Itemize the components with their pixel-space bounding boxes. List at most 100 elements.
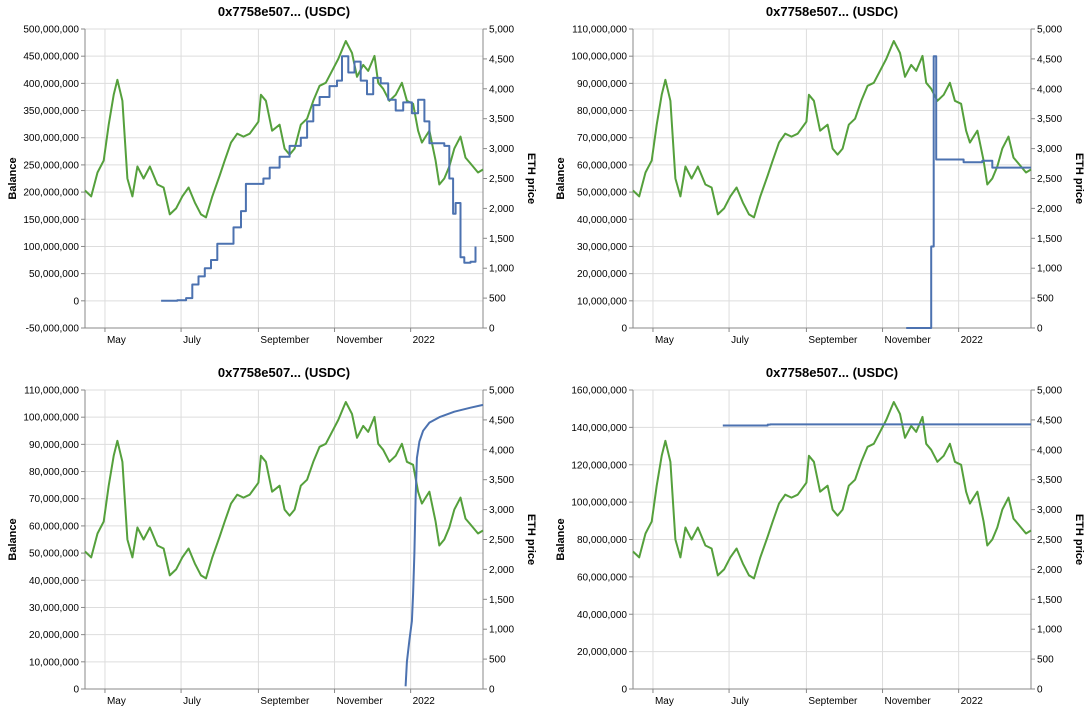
y-tick-label: 0 (73, 685, 79, 696)
y-tick-label: 30,000,000 (577, 242, 627, 253)
y2-tick-label: 1,500 (1037, 234, 1062, 245)
y2-tick-label: 5,000 (489, 25, 514, 36)
y2-tick-label: 4,000 (1037, 84, 1062, 95)
y-tick-label: 0 (73, 296, 79, 307)
y-tick-label: 70,000,000 (577, 133, 627, 144)
y-tick-label: 200,000,000 (23, 188, 79, 199)
chart-title: 0x7758e507... (USDC) (218, 365, 350, 380)
x-tick-label: September (808, 335, 858, 346)
eth-price-line (632, 40, 1032, 219)
y-tick-label: 60,000,000 (577, 160, 627, 171)
y2-axis-title: ETH price (525, 514, 537, 565)
y-axis-title: Balance (555, 518, 567, 560)
balance-chart-1: 0x7758e507... (USDC) -50,000,000 0 50,000,0… (7, 4, 537, 346)
y2-tick-label: 1,500 (489, 234, 514, 245)
y-tick-label: 100,000,000 (23, 413, 79, 424)
x-tick-label: September (260, 335, 310, 346)
x-tick-label: May (655, 335, 674, 346)
y2-tick-label: 5,000 (1037, 25, 1062, 36)
y2-tick-label: 2,500 (1037, 174, 1062, 185)
y-tick-label: 110,000,000 (572, 25, 627, 36)
y2-tick-label: 3,000 (1037, 144, 1062, 155)
x-tick-label: May (655, 696, 674, 707)
y2-tick-label: 4,000 (489, 445, 514, 456)
y2-axis-title: ETH price (1073, 153, 1085, 204)
y-tick-label: 80,000,000 (577, 106, 627, 117)
y2-tick-label: 2,500 (489, 535, 514, 546)
y-tick-label: 160,000,000 (571, 386, 627, 397)
balance-chart-2: 0x7758e507... (USDC) 0 10,000,000 20,000,00… (555, 4, 1085, 346)
y2-tick-label: 1,000 (489, 625, 514, 636)
y2-tick-label: 3,000 (489, 505, 514, 516)
y-tick-label: 20,000,000 (577, 269, 627, 280)
y2-tick-label: 3,500 (1037, 475, 1062, 486)
y-tick-label: 90,000,000 (577, 79, 627, 90)
x-tick-label: 2022 (413, 335, 436, 346)
y2-tick-label: 4,500 (489, 54, 514, 65)
y-tick-label: 10,000,000 (577, 296, 627, 307)
y-tick-label: 350,000,000 (23, 106, 79, 117)
y-tick-label: 0 (621, 685, 627, 696)
x-tick-label: 2022 (413, 696, 436, 707)
chart-panel-bottom-right: 0x7758e507... (USDC) 0 20,000,000 40,000,00… (548, 361, 1086, 717)
y2-tick-label: 0 (489, 324, 495, 335)
y2-tick-label: 500 (1037, 655, 1054, 666)
x-tick-label: July (183, 335, 201, 346)
y2-tick-label: 1,500 (489, 595, 514, 606)
y-tick-label: 100,000,000 (23, 242, 79, 253)
y2-tick-label: 4,500 (489, 415, 514, 426)
x-tick-label: July (731, 696, 749, 707)
y2-tick-label: 4,000 (489, 84, 514, 95)
y-tick-label: 140,000,000 (571, 423, 627, 434)
y2-tick-label: 2,000 (1037, 204, 1062, 215)
x-tick-label: September (808, 696, 858, 707)
y2-tick-label: 500 (1037, 294, 1054, 305)
x-tick-label: November (885, 335, 932, 346)
chart-title: 0x7758e507... (USDC) (218, 4, 350, 19)
y2-tick-label: 3,000 (1037, 505, 1062, 516)
y-tick-label: 100,000,000 (571, 52, 627, 63)
x-tick-label: May (107, 696, 126, 707)
y2-tick-label: 4,500 (1037, 54, 1062, 65)
y2-tick-label: 500 (489, 655, 506, 666)
y-tick-label: 300,000,000 (23, 133, 79, 144)
y2-tick-label: 0 (489, 685, 495, 696)
balance-chart-4: 0x7758e507... (USDC) 0 20,000,000 40,000,00… (555, 365, 1085, 707)
x-tick-label: May (107, 335, 126, 346)
y2-tick-label: 3,500 (489, 114, 514, 125)
y-tick-label: -50,000,000 (26, 324, 80, 335)
y2-tick-label: 5,000 (1037, 386, 1062, 397)
y-tick-label: 30,000,000 (29, 603, 79, 614)
y2-tick-label: 5,000 (489, 386, 514, 397)
y2-tick-label: 4,500 (1037, 415, 1062, 426)
y-tick-label: 80,000,000 (29, 467, 79, 478)
y2-tick-label: 3,500 (489, 475, 514, 486)
balance-chart-3: 0x7758e507... (USDC) 0 10,000,000 20,000,00… (7, 365, 537, 707)
chart-title: 0x7758e507... (USDC) (766, 365, 898, 380)
y-tick-label: 120,000,000 (571, 460, 627, 471)
y2-tick-label: 2,000 (489, 565, 514, 576)
y-tick-label: 40,000,000 (577, 215, 627, 226)
chart-title: 0x7758e507... (USDC) (766, 4, 898, 19)
y-tick-label: 40,000,000 (29, 576, 79, 587)
y-tick-label: 250,000,000 (23, 160, 79, 171)
y2-tick-label: 2,000 (1037, 565, 1062, 576)
y2-tick-label: 2,500 (1037, 535, 1062, 546)
y-tick-label: 20,000,000 (29, 630, 79, 641)
y2-tick-label: 1,000 (489, 264, 514, 275)
y-tick-label: 60,000,000 (577, 572, 627, 583)
y2-tick-label: 0 (1037, 685, 1043, 696)
x-tick-label: November (885, 696, 932, 707)
balance-line (404, 403, 484, 687)
y2-tick-label: 2,000 (489, 204, 514, 215)
x-tick-label: July (731, 335, 749, 346)
y-tick-label: 10,000,000 (29, 657, 79, 668)
x-tick-label: September (260, 696, 310, 707)
y-tick-label: 50,000,000 (577, 188, 627, 199)
y2-tick-label: 0 (1037, 324, 1043, 335)
y-tick-label: 100,000,000 (571, 498, 627, 509)
balance-line (161, 55, 477, 302)
y2-tick-label: 1,000 (1037, 625, 1062, 636)
y-tick-label: 20,000,000 (577, 647, 627, 658)
y-tick-label: 70,000,000 (29, 494, 79, 505)
